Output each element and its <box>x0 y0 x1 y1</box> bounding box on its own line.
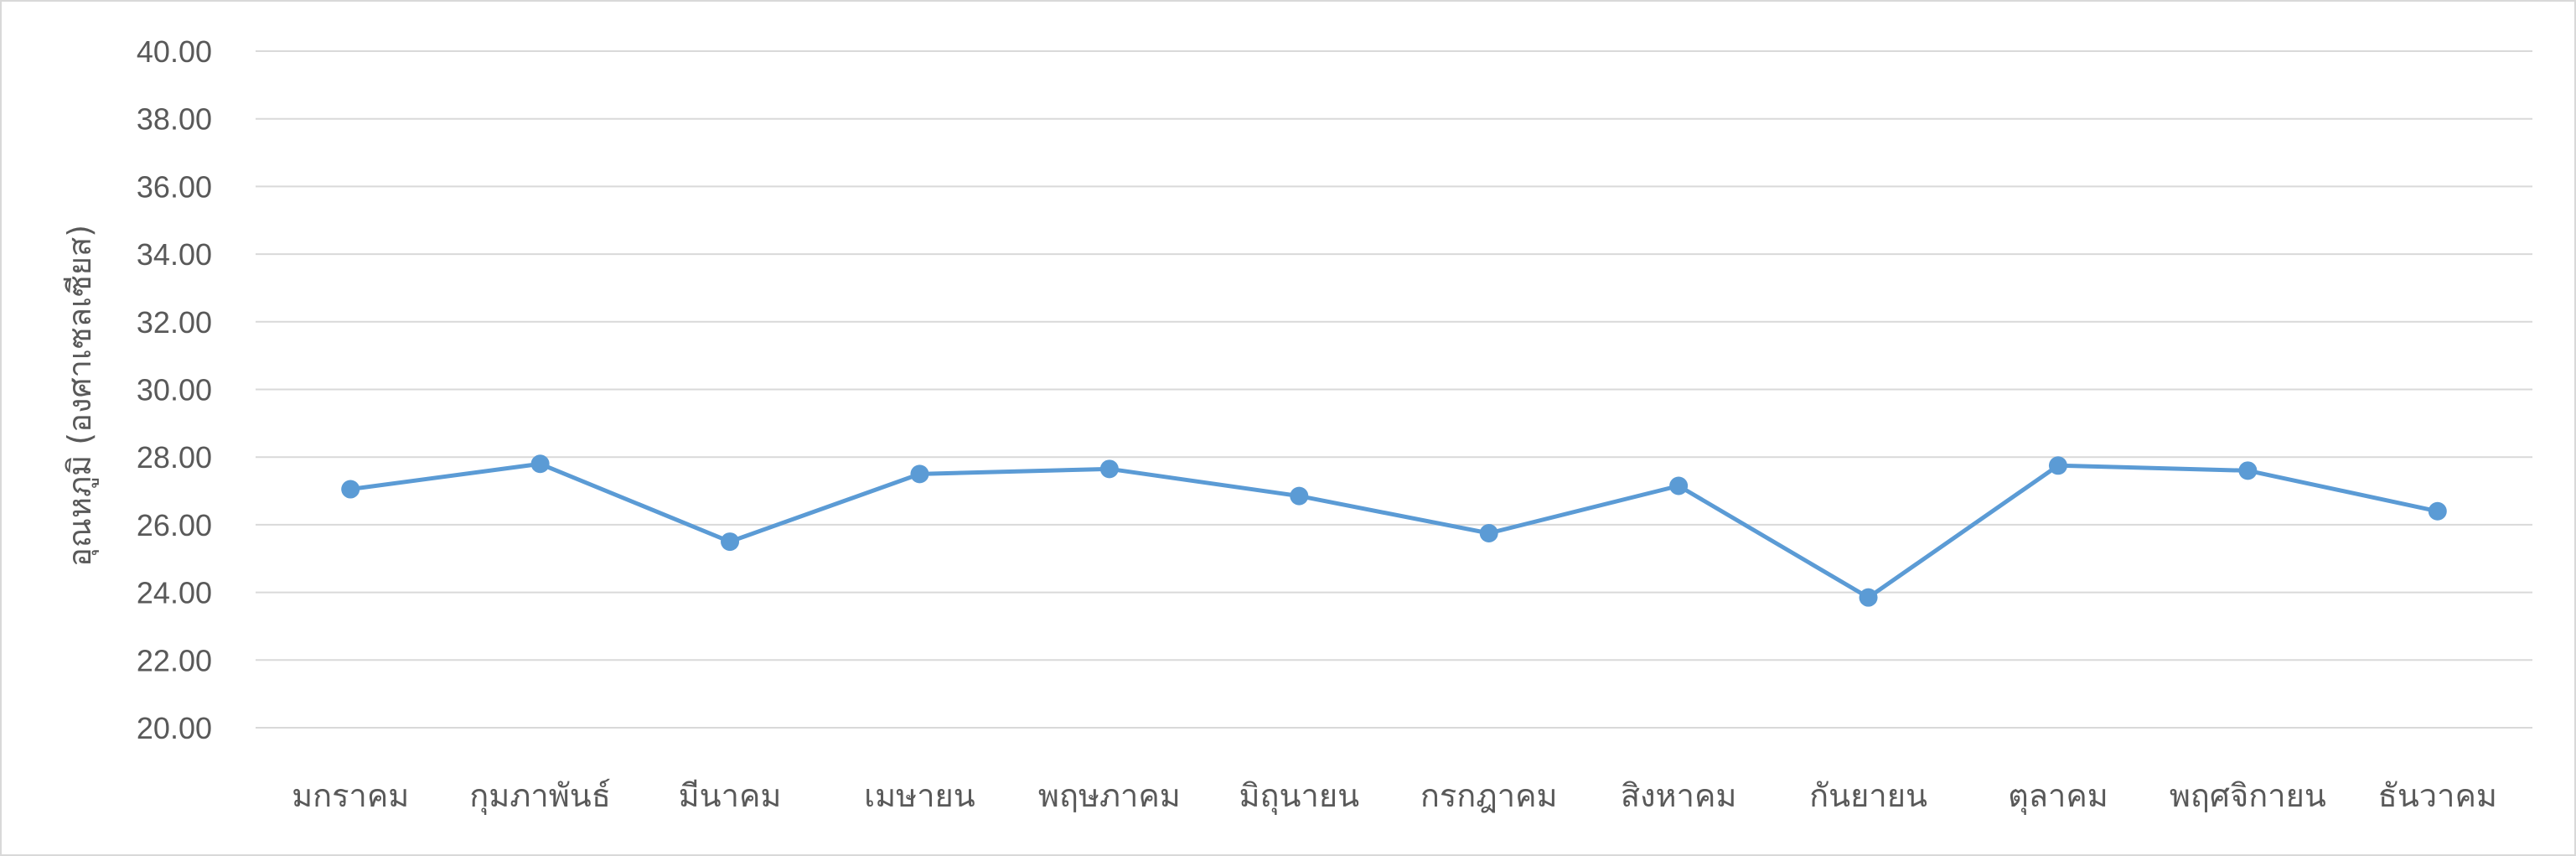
x-tick-label: มกราคม <box>292 777 409 814</box>
data-point <box>530 454 550 474</box>
data-point <box>2238 461 2258 480</box>
y-tick-label: 40.00 <box>137 34 212 69</box>
data-point <box>1669 476 1689 495</box>
y-tick-label: 30.00 <box>137 373 212 407</box>
x-tick-label: มิถุนายน <box>1239 777 1359 815</box>
y-axis-tick-labels: 20.00 22.00 24.00 26.00 28.00 30.00 32.00 34.00… <box>137 34 212 745</box>
x-axis-category-labels: มกราคม กุมภาพันธ์ มีนาคม เมษายน พฤษภาคม มิถุน… <box>292 777 2497 815</box>
series-group <box>341 454 2447 607</box>
y-tick-label: 28.00 <box>137 440 212 475</box>
x-tick-label: กรกฎาคม <box>1420 777 1558 814</box>
y-tick-label: 24.00 <box>137 576 212 610</box>
x-tick-label: ตุลาคม <box>2008 777 2108 815</box>
x-tick-label: กันยายน <box>1809 777 1927 814</box>
x-tick-label: กุมภาพันธ์ <box>469 777 611 815</box>
data-point <box>1479 523 1498 542</box>
y-tick-label: 32.00 <box>137 305 212 340</box>
x-tick-label: พฤษภาคม <box>1038 777 1181 814</box>
x-tick-label: ธันวาคม <box>2378 777 2497 814</box>
data-point <box>1290 486 1309 506</box>
series-line <box>349 461 2439 600</box>
data-point <box>2048 456 2067 475</box>
x-tick-label: สิงหาคม <box>1621 777 1737 814</box>
y-tick-label: 20.00 <box>137 711 212 745</box>
y-tick-label: 34.00 <box>137 237 212 272</box>
data-point <box>721 532 740 552</box>
y-tick-label: 22.00 <box>137 643 212 677</box>
x-tick-label: พฤศจิกายน <box>2170 777 2326 814</box>
y-axis-title: อุณหภูมิ (องศาเซลเซียส) <box>61 225 99 567</box>
data-point <box>2428 501 2447 521</box>
gridlines <box>256 50 2532 729</box>
data-point <box>1859 588 1878 607</box>
y-tick-label: 36.00 <box>137 169 212 204</box>
x-tick-label: เมษายน <box>864 777 975 814</box>
x-tick-label: มีนาคม <box>679 777 782 814</box>
data-point <box>1099 459 1119 479</box>
data-point <box>910 464 929 484</box>
data-point <box>341 480 360 499</box>
y-tick-label: 26.00 <box>137 508 212 542</box>
y-tick-label: 38.00 <box>137 102 212 137</box>
